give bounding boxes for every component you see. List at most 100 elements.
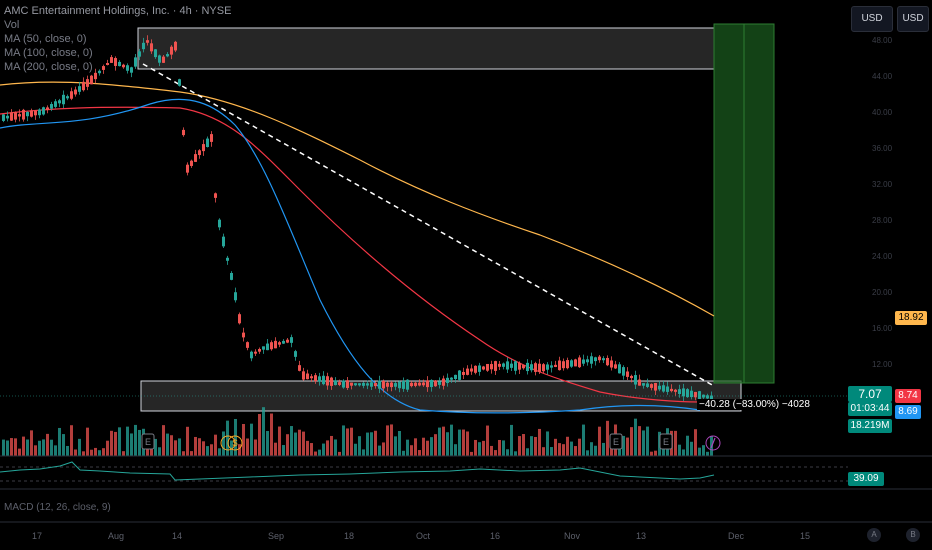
volume-bar [558, 443, 561, 456]
volume-bar [546, 431, 549, 456]
legend-ma100[interactable]: MA (100, close, 0) [4, 47, 93, 59]
candle [618, 364, 621, 374]
volume-bar [94, 447, 97, 456]
candle [430, 379, 433, 388]
candle [346, 380, 349, 388]
candle [422, 382, 425, 386]
volume-bar [586, 450, 589, 456]
dividend-marker[interactable] [227, 435, 243, 451]
candle [46, 107, 49, 110]
volume-bar [70, 425, 73, 456]
candle [230, 272, 233, 280]
volume-bar [630, 427, 633, 456]
candle [226, 257, 229, 261]
candle [390, 382, 393, 388]
volume-bar [62, 434, 65, 456]
volume-bar [418, 450, 421, 456]
volume-bar [218, 448, 221, 456]
volume-bar [426, 440, 429, 456]
volume-bar [422, 437, 425, 456]
currency-button[interactable]: USD [897, 6, 929, 32]
volume-bar [414, 438, 417, 456]
volume-bar [646, 426, 649, 456]
volume-bar [394, 436, 397, 456]
candle [146, 40, 149, 43]
volume-bar [582, 424, 585, 456]
event-markers: E $ E E [141, 433, 721, 451]
candle [642, 383, 645, 386]
volume-bar [262, 407, 265, 456]
candle [186, 164, 189, 173]
candle [326, 376, 329, 386]
volume-bar [50, 439, 53, 456]
candle [406, 379, 409, 390]
volume-bar [286, 434, 289, 456]
volume-bar [594, 445, 597, 456]
earnings-marker[interactable] [609, 433, 623, 450]
legend-ma50[interactable]: MA (50, close, 0) [4, 33, 87, 45]
candle [466, 368, 469, 375]
candle [218, 219, 221, 228]
volume-bar [538, 428, 541, 456]
candle [166, 54, 169, 57]
candle [510, 363, 513, 368]
volume-bar [706, 451, 709, 456]
candle [694, 391, 697, 398]
candle [354, 383, 357, 386]
candle [286, 339, 289, 343]
macd-legend[interactable]: MACD (12, 26, close, 9) [4, 502, 111, 513]
volume-bar [486, 425, 489, 456]
legend-ma200[interactable]: MA (200, close, 0) [4, 61, 93, 73]
price-axis-tick: 24.00 [872, 252, 893, 261]
symbol-title[interactable]: AMC Entertainment Holdings, Inc. · 4h · … [4, 5, 232, 17]
candle [274, 340, 277, 349]
candle [294, 351, 297, 357]
candle [310, 376, 313, 379]
candle [494, 361, 497, 371]
price-axis-tick: 32.00 [872, 180, 893, 189]
volume-bar [450, 424, 453, 456]
volume-bar [526, 448, 529, 456]
scale-auto-button[interactable]: A [867, 528, 881, 542]
currency-button[interactable]: USD [851, 6, 893, 32]
dividend-marker[interactable] [220, 435, 236, 451]
candle [314, 375, 317, 382]
candle [214, 193, 217, 198]
volume-bar [602, 442, 605, 456]
volume-bar [398, 430, 401, 456]
candle [210, 134, 213, 142]
candle [586, 359, 589, 363]
candle [562, 361, 565, 369]
scale-button[interactable]: B [906, 528, 920, 542]
resistance-zone[interactable] [137, 27, 715, 70]
volume-bar [554, 438, 557, 456]
candlestick-series [2, 35, 713, 404]
candle [518, 363, 521, 370]
earnings-marker[interactable] [141, 433, 155, 450]
candle [634, 375, 637, 385]
candle [574, 359, 577, 367]
volume-bar [74, 449, 77, 456]
candle [438, 381, 441, 385]
earnings-marker-label: E [613, 437, 619, 447]
candle [506, 361, 509, 370]
volume-bar [314, 451, 317, 456]
candle [162, 56, 165, 63]
candle [190, 160, 193, 166]
trend-line[interactable] [142, 63, 715, 387]
price-axis-tick: 40.00 [872, 108, 893, 117]
volume-bar [122, 451, 125, 456]
time-axis-tick: Aug [108, 531, 125, 541]
volume-bar [58, 427, 61, 456]
volume-bar [194, 436, 197, 456]
split-marker[interactable] [705, 435, 721, 451]
candle [66, 96, 69, 99]
volume-bar [238, 444, 241, 456]
volume-bar [454, 444, 457, 456]
candle [290, 337, 293, 343]
legend-vol[interactable]: Vol [4, 19, 20, 31]
candle [410, 382, 413, 387]
candle [678, 389, 681, 395]
earnings-marker[interactable] [659, 433, 673, 450]
